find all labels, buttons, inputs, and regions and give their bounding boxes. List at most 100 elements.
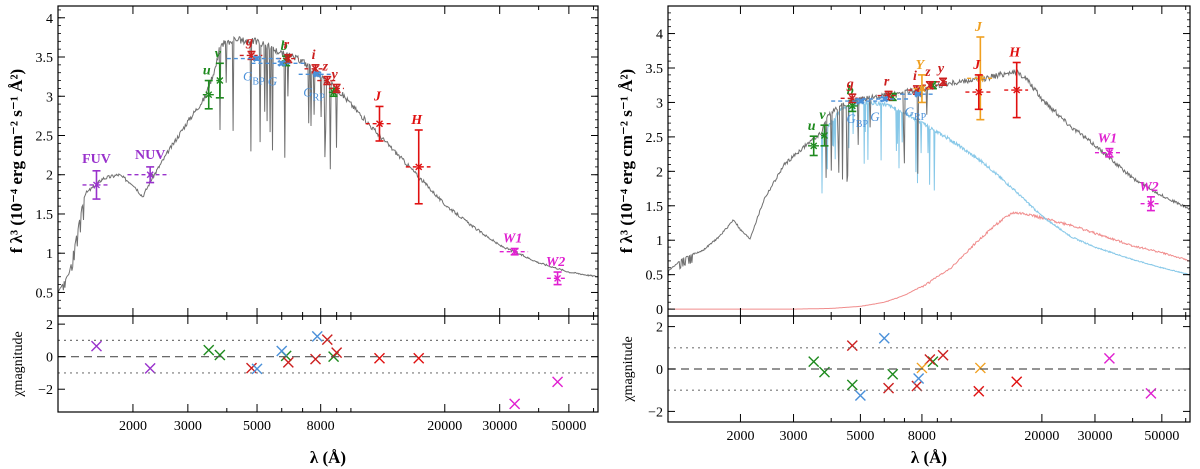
- right-xtick-label: 5000: [846, 429, 874, 444]
- right-xtick-label: 20000: [1024, 429, 1059, 444]
- right-2mass-point-0: J: [965, 58, 991, 111]
- right-label: r: [884, 74, 890, 89]
- right-label: z: [924, 65, 931, 80]
- right-ytick-label: 1.5: [646, 200, 664, 215]
- left-residual-marker: [276, 345, 288, 357]
- right-xtick-label: 30000: [1077, 429, 1112, 444]
- right-label: H: [1008, 45, 1021, 60]
- left-ytick-label: 2: [46, 169, 53, 184]
- left-ytick-label: 3.5: [36, 51, 54, 66]
- left-marker: [216, 77, 224, 85]
- right-stromgren-point-0: u: [808, 119, 820, 157]
- right-marker: [1147, 200, 1155, 208]
- right-marker: [880, 95, 888, 103]
- left-stromgren-point-0: u: [202, 64, 215, 110]
- left-xtick-label: 2000: [119, 419, 147, 434]
- left-galex-point-1: NUV: [127, 148, 170, 184]
- left-gaia-point-1: G: [251, 59, 307, 88]
- left-xtick-label: 20000: [427, 419, 462, 434]
- right-marker: [918, 85, 926, 93]
- right-label: W2: [1139, 180, 1158, 195]
- right-residual-marker: [878, 332, 890, 344]
- left-label: z: [322, 60, 329, 75]
- left-resid-ytick-label: 0: [46, 351, 53, 366]
- right-label: b: [847, 83, 854, 98]
- left-label: NUV: [135, 148, 165, 163]
- left-gaia-label: GRP: [303, 84, 325, 103]
- right-ytick-label: 3.5: [646, 62, 664, 77]
- right-label: i: [913, 69, 917, 84]
- left-residual-marker: [282, 356, 294, 368]
- left-ytick-label: 2.5: [36, 129, 54, 144]
- left-label: b: [281, 39, 288, 54]
- right-sdss-point-1: r: [877, 74, 899, 101]
- right-marker: [939, 78, 947, 86]
- right-marker: [810, 142, 818, 150]
- right-wise-point-1: W2: [1139, 180, 1161, 212]
- left-xtick-label: 50000: [551, 419, 586, 434]
- left-marker: [278, 59, 286, 67]
- right-residual-marker: [916, 362, 928, 374]
- left-label: v: [215, 46, 222, 61]
- left-resid-ytick-label: −2: [38, 383, 53, 398]
- left-resid-ytick-label: 2: [46, 318, 53, 333]
- left-panel: FUV NUV uv b g r izy GBP G GRP J H W1 W2 0.5 1 1.5 2 2.5 3 3…: [7, 5, 599, 467]
- right-label: y: [936, 61, 945, 76]
- right-resid-ytick-label: 2: [656, 321, 663, 336]
- right-marker: [820, 132, 828, 140]
- right-label: u: [808, 119, 816, 134]
- left-residual-marker: [214, 349, 226, 361]
- right-xtick-label: 50000: [1144, 429, 1179, 444]
- left-stromgren-point-1: v: [215, 46, 224, 99]
- right-label: v: [819, 108, 826, 123]
- left-resid-frame: [57, 315, 599, 413]
- left-residual-marker: [413, 352, 425, 364]
- left-2mass-point-0: J: [365, 89, 393, 142]
- right-gaia-point-2: GRP: [900, 90, 935, 123]
- left-galex-point-0: FUV: [82, 152, 111, 200]
- right-marker: [975, 88, 983, 96]
- left-marker: [554, 274, 562, 282]
- left-marker: [312, 65, 320, 73]
- right-hot-component-spectrum: [820, 99, 1190, 276]
- right-ytick-label: 2.5: [646, 131, 664, 146]
- left-xtick-label: 3000: [174, 419, 202, 434]
- right-gaia-label: G: [870, 109, 880, 124]
- right-xlabel: λ (Å): [911, 448, 947, 467]
- right-ytick-label: 4: [656, 28, 663, 43]
- left-label: r: [284, 38, 290, 53]
- right-label: g: [846, 77, 854, 92]
- right-spectra: [668, 68, 1190, 310]
- left-marker: [511, 248, 519, 256]
- right-residual-marker: [1011, 376, 1023, 388]
- left-xtick-label: 5000: [243, 419, 271, 434]
- left-residual-marker: [509, 398, 521, 410]
- left-xlabel: λ (Å): [310, 448, 346, 467]
- right-stromgren-point-1: v: [819, 108, 829, 147]
- left-label: J: [373, 89, 382, 104]
- left-gaia-point-2: GRP: [298, 70, 334, 103]
- left-gaia-point-0: GBP: [226, 55, 282, 88]
- left-residual-marker: [310, 353, 322, 365]
- left-label: i: [312, 48, 316, 63]
- right-residual-marker: [887, 368, 899, 380]
- right-resid-ytick-label: −2: [648, 405, 663, 420]
- right-label: J: [974, 20, 983, 35]
- right-sdss-point-4: y: [935, 61, 950, 87]
- right-gaia-label: GBP: [846, 111, 868, 130]
- left-gaia-label: G: [268, 73, 278, 88]
- left-wise-point-1: W2: [546, 255, 568, 286]
- right-residual-marker: [911, 380, 923, 392]
- right-2mass-point-1: H: [1004, 45, 1029, 119]
- right-ukidss-point-0: J: [967, 20, 993, 121]
- right-cool-component-spectrum: [668, 211, 1190, 310]
- left-residual-marker: [331, 347, 343, 359]
- left-label: W2: [546, 255, 565, 270]
- right-residual-marker: [973, 385, 985, 397]
- right-label: Y: [916, 58, 926, 73]
- left-ytick-label: 1: [46, 247, 53, 262]
- right-residual-marker: [854, 390, 866, 401]
- left-xtick-label: 8000: [307, 419, 335, 434]
- left-sdss-point-3: z: [317, 60, 337, 86]
